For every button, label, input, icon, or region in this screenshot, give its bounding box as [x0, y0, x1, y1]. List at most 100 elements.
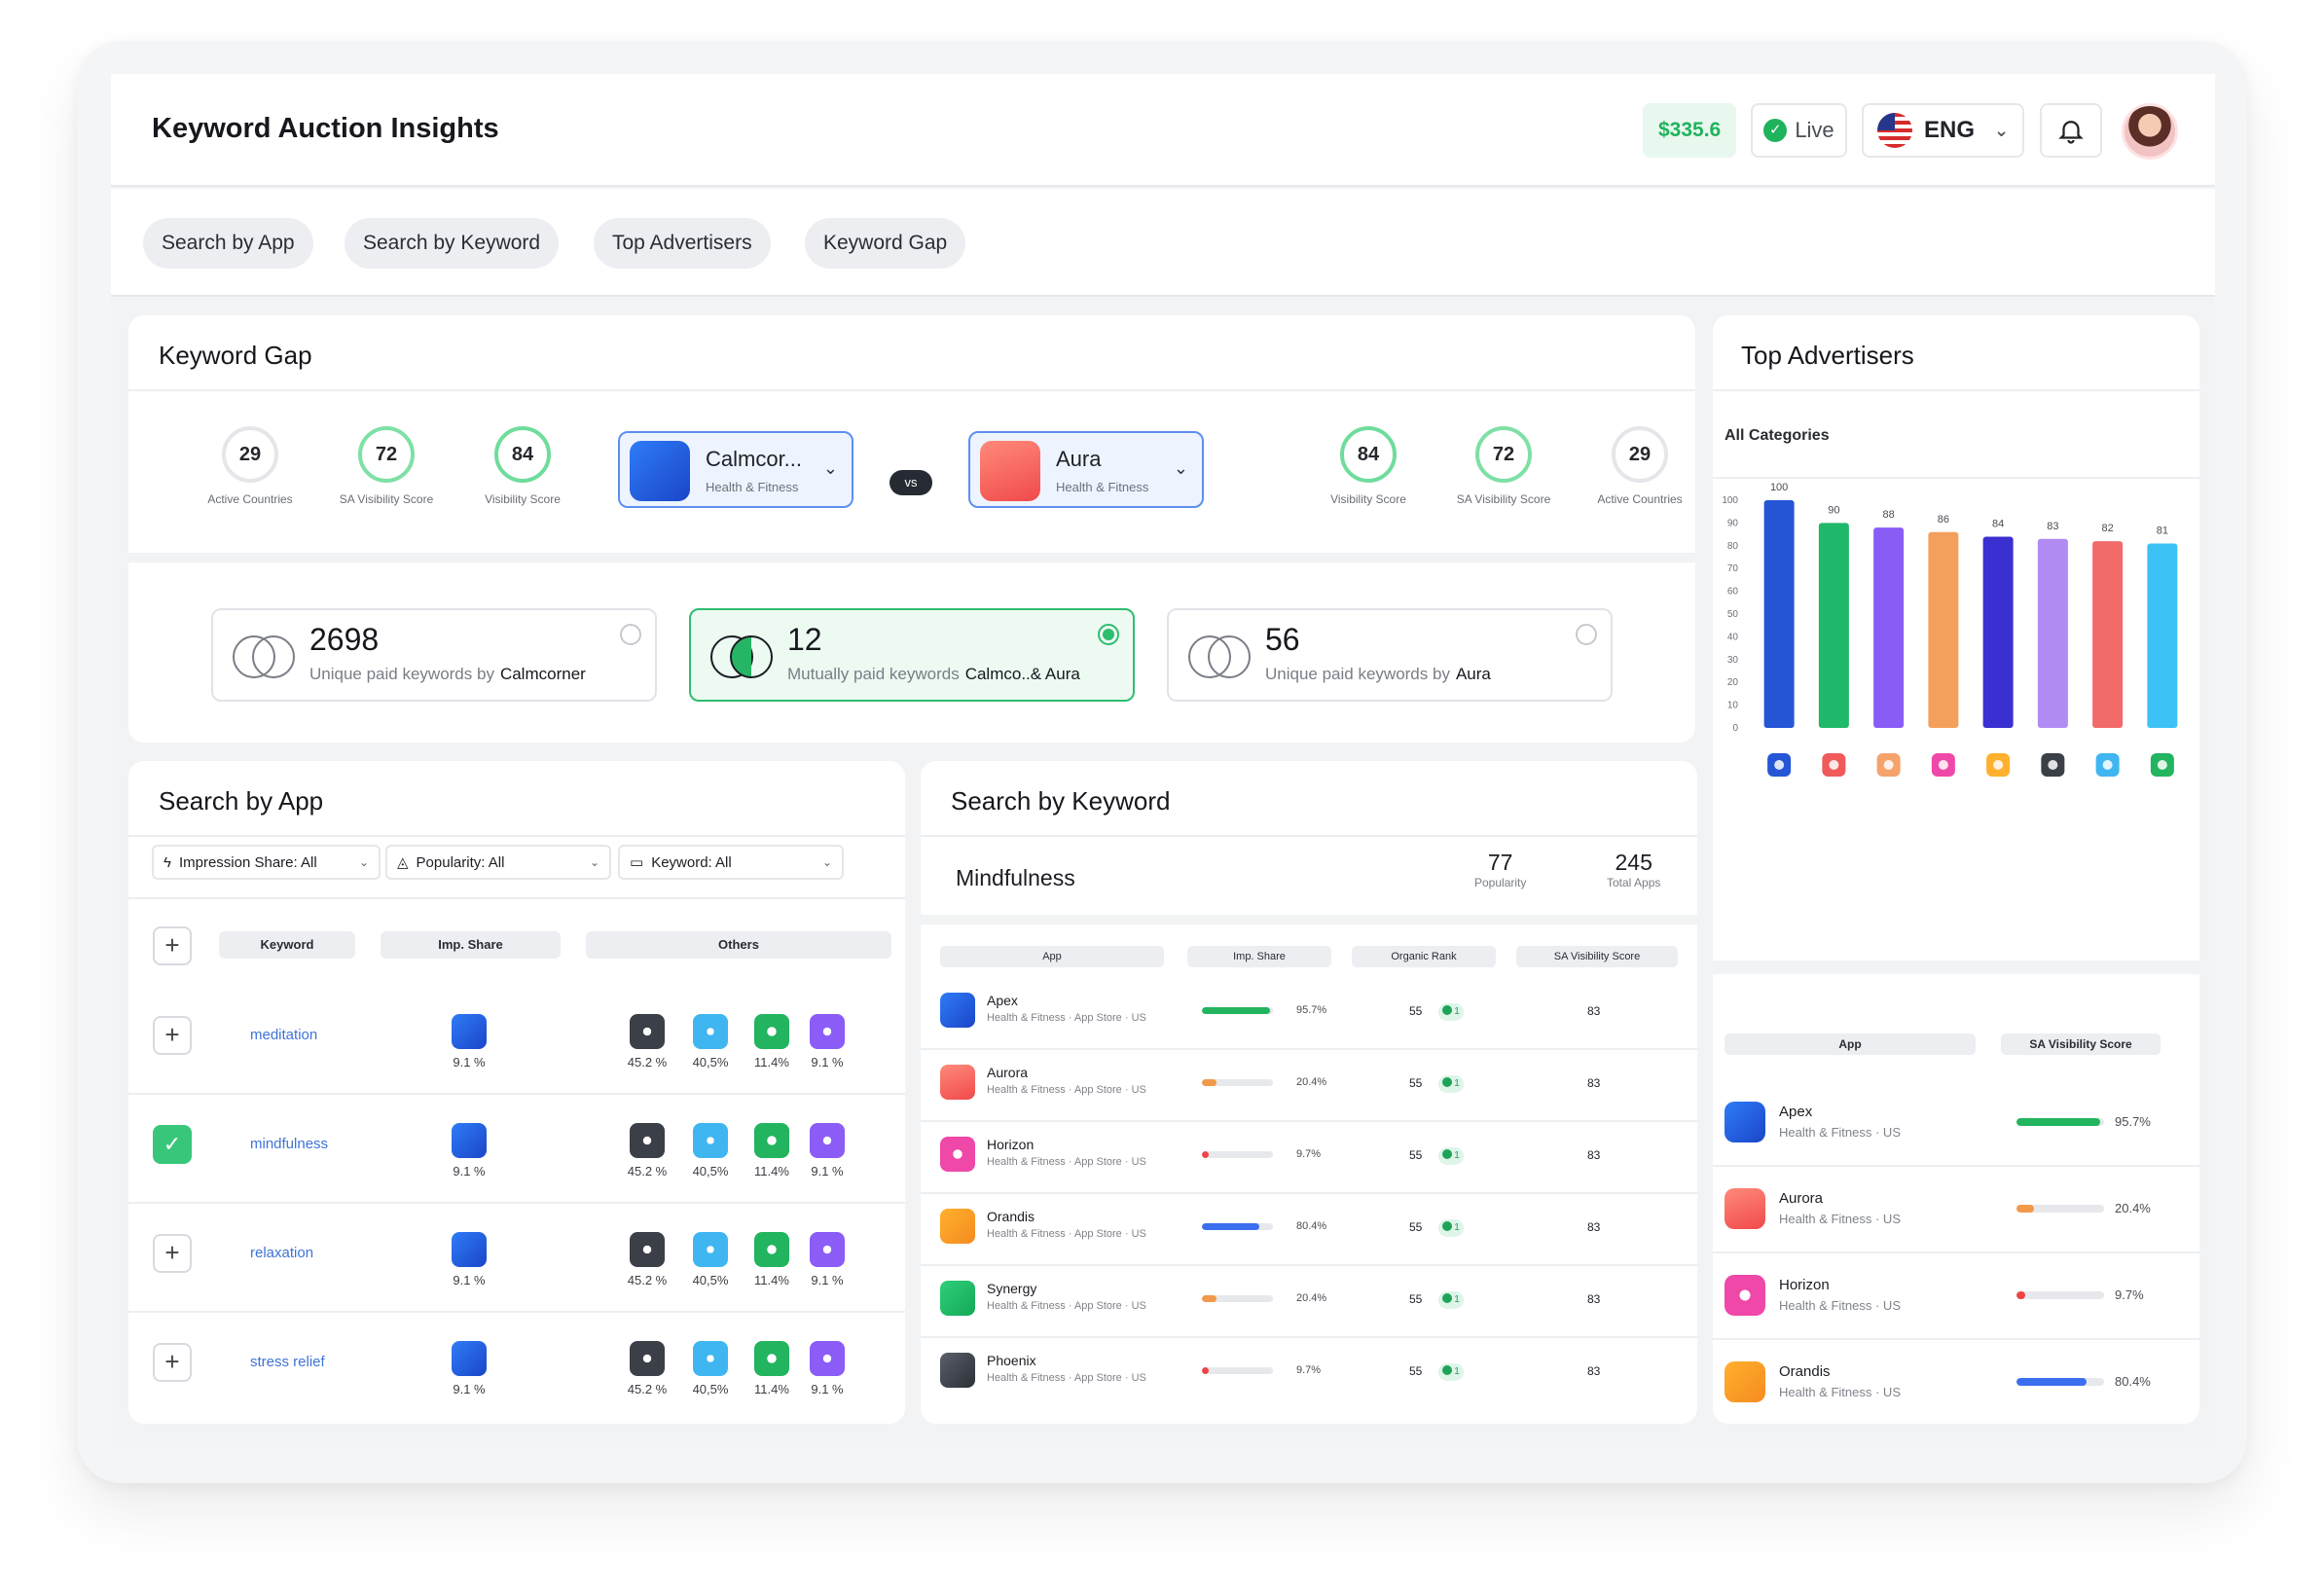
category-app-icon-glyph [1774, 760, 1785, 770]
app-window: Keyword Auction Insights $335.6 ✓ Live E… [111, 74, 2215, 1449]
row-add-button[interactable]: + [153, 1016, 192, 1055]
imp-share-bar [1202, 1367, 1273, 1374]
card-desc-text: Unique paid keywords by [1265, 665, 1450, 683]
chart-bar [1873, 527, 1905, 728]
search-by-app-card: Search by App ϟ Impression Share: All ⌄ … [128, 761, 905, 1424]
stat-label: Visibility Score [485, 492, 561, 506]
tab-search-by-keyword[interactable]: Search by Keyword [345, 218, 560, 269]
row-divider [921, 1192, 1697, 1194]
column-imp-share: Imp. Share [1187, 946, 1331, 967]
other-share-value: 45.2 % [627, 1164, 668, 1178]
column-sa-visibility: SA Visibility Score [1516, 946, 1678, 967]
other-share-value: 9.1 % [811, 1382, 844, 1396]
top-advertisers-card: Top Advertisers All Categories 0 10 20 30 40… [1713, 315, 2199, 1424]
add-all-button[interactable]: + [153, 926, 192, 965]
balance-badge[interactable]: $335.6 [1643, 103, 1737, 158]
bar-value-label: 86 [1938, 514, 1949, 526]
radio-button-selected[interactable] [1098, 624, 1119, 645]
horizon-app-icon [940, 1137, 975, 1172]
horizon-app-icon [1725, 1275, 1765, 1316]
search-by-app-title: Search by App [159, 786, 324, 816]
mutual-keywords-card[interactable]: 12 Mutually paid keywords Calmco..& Aura [689, 608, 1135, 702]
tab-search-by-app[interactable]: Search by App [143, 218, 313, 269]
card-desc-text: Mutually paid keywords [787, 665, 960, 683]
imp-share-value: 20.4% [1296, 1076, 1327, 1088]
check-circle-icon: ✓ [1763, 119, 1788, 142]
app-a-name: Calmcor... [706, 447, 803, 471]
popularity-value: 77 [1487, 850, 1513, 875]
language-select[interactable]: ENG ⌄ [1862, 103, 2024, 158]
app-name[interactable]: Orandis [987, 1209, 1035, 1224]
app-a-selector[interactable]: Calmcor... Health & Fitness ⌄ [618, 431, 853, 508]
chevron-down-icon: ⌄ [821, 855, 832, 869]
y-tick-label: 60 [1727, 587, 1739, 598]
app-name[interactable]: Apex [1779, 1104, 1813, 1120]
app-subtitle: Health & Fitness · App Store · US [987, 1228, 1146, 1240]
other-share-value: 40,5% [692, 1382, 729, 1396]
radio-button[interactable] [1576, 624, 1597, 645]
category-filter[interactable]: All Categories [1725, 427, 1830, 444]
section-gap [128, 553, 1695, 562]
app-name[interactable]: Aurora [1779, 1190, 1824, 1207]
calmcorner-app-icon [630, 441, 690, 501]
vs-badge: vs [890, 470, 932, 495]
popularity-filter[interactable]: ◬ Popularity: All ⌄ [385, 845, 611, 880]
app-b-selector[interactable]: Aura Health & Fitness ⌄ [968, 431, 1204, 508]
rank-change-badge: 1 [1438, 1075, 1464, 1093]
app-name[interactable]: Apex [987, 993, 1018, 1008]
keyword-link[interactable]: relaxation [250, 1245, 314, 1261]
popularity-icon: ◬ [397, 854, 409, 871]
divider [128, 835, 905, 837]
star-app-icon [630, 1014, 665, 1049]
bar-value-label: 84 [1992, 518, 2004, 529]
card-value: 12 [787, 622, 822, 657]
tab-keyword-gap[interactable]: Keyword Gap [805, 218, 966, 269]
user-avatar[interactable] [2122, 103, 2178, 160]
app-name[interactable]: Orandis [1779, 1363, 1831, 1380]
y-tick-label: 0 [1732, 723, 1738, 734]
keyword-link[interactable]: stress relief [250, 1354, 325, 1370]
apex-app-icon [452, 1341, 487, 1376]
sa-visibility-value: 83 [1587, 1076, 1601, 1090]
chevron-down-icon: ⌄ [1173, 458, 1188, 478]
app-name[interactable]: Horizon [987, 1137, 1035, 1152]
category-app-icon-glyph [2102, 760, 2113, 770]
app-name[interactable]: Aurora [987, 1065, 1029, 1080]
column-app: App [940, 946, 1164, 967]
keyword-filter[interactable]: ▭ Keyword: All ⌄ [618, 845, 844, 880]
y-tick-label: 20 [1727, 677, 1739, 688]
keyword-link[interactable]: mindfulness [250, 1136, 329, 1152]
live-status-button[interactable]: ✓ Live [1751, 103, 1847, 158]
section-gap [921, 915, 1697, 924]
selected-keyword: Mindfulness [956, 865, 1075, 890]
rank-change-badge: 1 [1438, 1219, 1464, 1237]
bell-icon [2058, 121, 2084, 144]
category-app-icon-glyph [1883, 760, 1894, 770]
left-sa-visibility: 72 SA Visibility Score [318, 426, 454, 506]
stat-value: 29 [1612, 426, 1668, 483]
sa-visibility-value: 20.4% [2115, 1201, 2151, 1215]
row-add-button[interactable]: + [153, 1234, 192, 1273]
app-name[interactable]: Horizon [1779, 1277, 1830, 1293]
app-a-category: Health & Fitness [706, 480, 799, 494]
unique-keywords-a-card[interactable]: 2698 Unique paid keywords by Calmcorner [211, 608, 657, 702]
keyword-link[interactable]: meditation [250, 1027, 318, 1043]
impression-share-filter[interactable]: ϟ Impression Share: All ⌄ [152, 845, 381, 880]
app-name[interactable]: Synergy [987, 1281, 1037, 1296]
row-selected-checkbox[interactable]: ✓ [153, 1125, 192, 1164]
unique-keywords-b-card[interactable]: 56 Unique paid keywords by Aura [1167, 608, 1613, 702]
sa-visibility-bar [2016, 1205, 2104, 1213]
other-share-value: 45.2 % [627, 1055, 668, 1069]
tab-top-advertisers[interactable]: Top Advertisers [594, 218, 771, 269]
radio-button[interactable] [620, 624, 641, 645]
filter-label: Keyword: All [651, 853, 732, 871]
row-divider [128, 1202, 905, 1204]
notifications-button[interactable] [2040, 103, 2102, 158]
other-share-value: 40,5% [692, 1055, 729, 1069]
bar-value-label: 100 [1770, 482, 1788, 493]
total-apps-value: 245 [1615, 850, 1652, 875]
aurora-app-icon [940, 1065, 975, 1100]
app-name[interactable]: Phoenix [987, 1353, 1036, 1368]
row-add-button[interactable]: + [153, 1343, 192, 1382]
apex-app-icon [452, 1123, 487, 1158]
